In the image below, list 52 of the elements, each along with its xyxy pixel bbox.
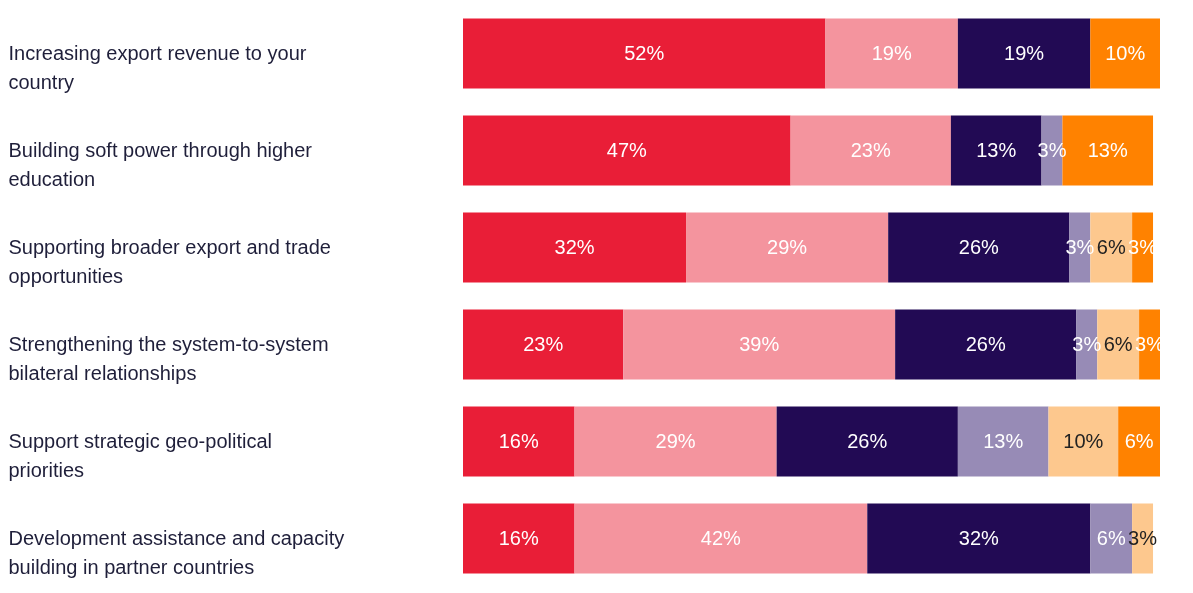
bar (790, 115, 951, 186)
bar (776, 406, 958, 477)
data-label: 13% (976, 138, 1017, 161)
data-label: 32% (958, 526, 1000, 549)
data-label: 23% (850, 138, 891, 161)
bar (957, 406, 1049, 477)
data-label: 32% (554, 235, 595, 258)
data-label: 52% (624, 41, 665, 64)
bar (463, 212, 687, 283)
data-label: 6% (1124, 429, 1154, 452)
data-label: 6% (1103, 332, 1133, 355)
data-label: 13% (1087, 138, 1128, 161)
bar (686, 212, 889, 283)
data-label: 39% (739, 332, 780, 355)
y-tick-label: Increasing export revenue to your country (8, 41, 307, 93)
bar (1090, 18, 1160, 89)
bar (957, 18, 1091, 89)
bar (1118, 406, 1160, 477)
data-label: 10% (1105, 41, 1146, 64)
data-label: 16% (498, 526, 539, 549)
bar (623, 309, 896, 380)
bar (574, 406, 777, 477)
data-label: 42% (700, 526, 742, 549)
data-label: 26% (847, 429, 888, 452)
bar (463, 503, 575, 574)
bar (463, 309, 624, 380)
data-label: 10% (1063, 429, 1104, 452)
data-label: 19% (1004, 41, 1045, 64)
data-label: 6% (1096, 526, 1126, 549)
data-label: 19% (871, 41, 912, 64)
y-tick-label: Strengthening the system-to-system bilateral relationships (8, 332, 329, 384)
y-tick-label: Support strategic geo-political priorities (8, 429, 272, 481)
data-label: 13% (983, 429, 1024, 452)
bar (463, 406, 575, 477)
data-label: 29% (767, 235, 808, 258)
data-label: 3% (1128, 526, 1158, 549)
data-label: 23% (523, 332, 564, 355)
data-label: 29% (655, 429, 696, 452)
data-label: 26% (965, 332, 1006, 355)
data-label: 47% (606, 138, 648, 161)
bar (825, 18, 958, 89)
y-tick-label: Supporting broader export and trade opportunities (8, 235, 331, 287)
y-tick-label: Development assistance and capacity building in partner countries (8, 526, 345, 578)
bar (463, 115, 791, 186)
bar (463, 18, 826, 89)
bar (867, 503, 1091, 574)
data-label: 6% (1096, 235, 1126, 258)
bar (574, 503, 868, 574)
data-label: 26% (958, 235, 1000, 258)
data-label: 16% (498, 429, 539, 452)
bar (1048, 406, 1119, 477)
y-tick-label: Building soft power through higher education (8, 138, 313, 190)
